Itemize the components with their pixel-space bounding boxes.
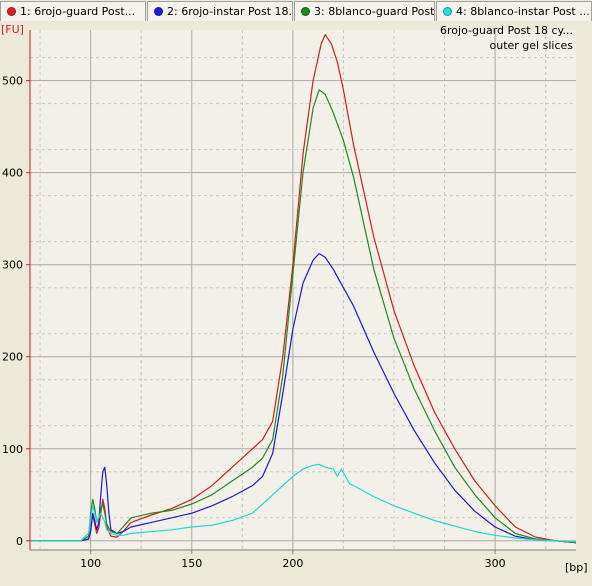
tab-color-dot-icon xyxy=(301,7,310,16)
tab-label: 4: 8blanco-instar Post ... xyxy=(456,5,590,18)
x-tick-label: 200 xyxy=(282,557,303,570)
axis-ticks: 0 100 200 300 400 500 100 150 200 300 xyxy=(2,75,506,570)
y-axis-label: [FU] xyxy=(1,23,24,36)
x-tick-label: 100 xyxy=(80,557,101,570)
tab-color-dot-icon xyxy=(154,7,163,16)
tab-sample-3[interactable]: 3: 8blanco-guard Post... xyxy=(294,1,435,21)
y-tick-label: 0 xyxy=(16,535,23,548)
x-axis-label: [bp] xyxy=(565,561,588,574)
tab-label: 2: 6rojo-instar Post 18... xyxy=(167,5,293,18)
y-tick-label: 100 xyxy=(2,443,23,456)
grid-lines xyxy=(30,30,576,550)
x-tick-label: 150 xyxy=(181,557,202,570)
plot-area xyxy=(30,30,576,550)
y-tick-label: 200 xyxy=(2,351,23,364)
tab-color-dot-icon xyxy=(7,7,16,16)
y-tick-label: 300 xyxy=(2,259,23,272)
y-tick-label: 400 xyxy=(2,167,23,180)
tab-label: 3: 8blanco-guard Post... xyxy=(314,5,435,18)
electropherogram-chart[interactable]: 0 100 200 300 400 500 100 150 200 300 [FU] [bp] 6… xyxy=(0,22,592,586)
series-lines xyxy=(30,34,577,544)
legend-sample-name: 6rojo-guard Post 18 cy... xyxy=(440,24,573,37)
legend-note: outer gel slices xyxy=(490,39,574,52)
x-tick-label: 300 xyxy=(485,557,506,570)
tab-sample-2[interactable]: 2: 6rojo-instar Post 18... xyxy=(147,1,293,21)
y-tick-label: 500 xyxy=(2,75,23,88)
sample-tab-bar: 1: 6rojo-guard Post... 2: 6rojo-instar P… xyxy=(0,0,592,23)
tab-color-dot-icon xyxy=(443,7,452,16)
series-line-1 xyxy=(30,34,577,544)
tab-label: 1: 6rojo-guard Post... xyxy=(20,5,136,18)
tab-sample-1[interactable]: 1: 6rojo-guard Post... xyxy=(0,1,146,21)
series-line-4 xyxy=(30,463,577,543)
tab-sample-4[interactable]: 4: 8blanco-instar Post ... xyxy=(436,1,592,21)
